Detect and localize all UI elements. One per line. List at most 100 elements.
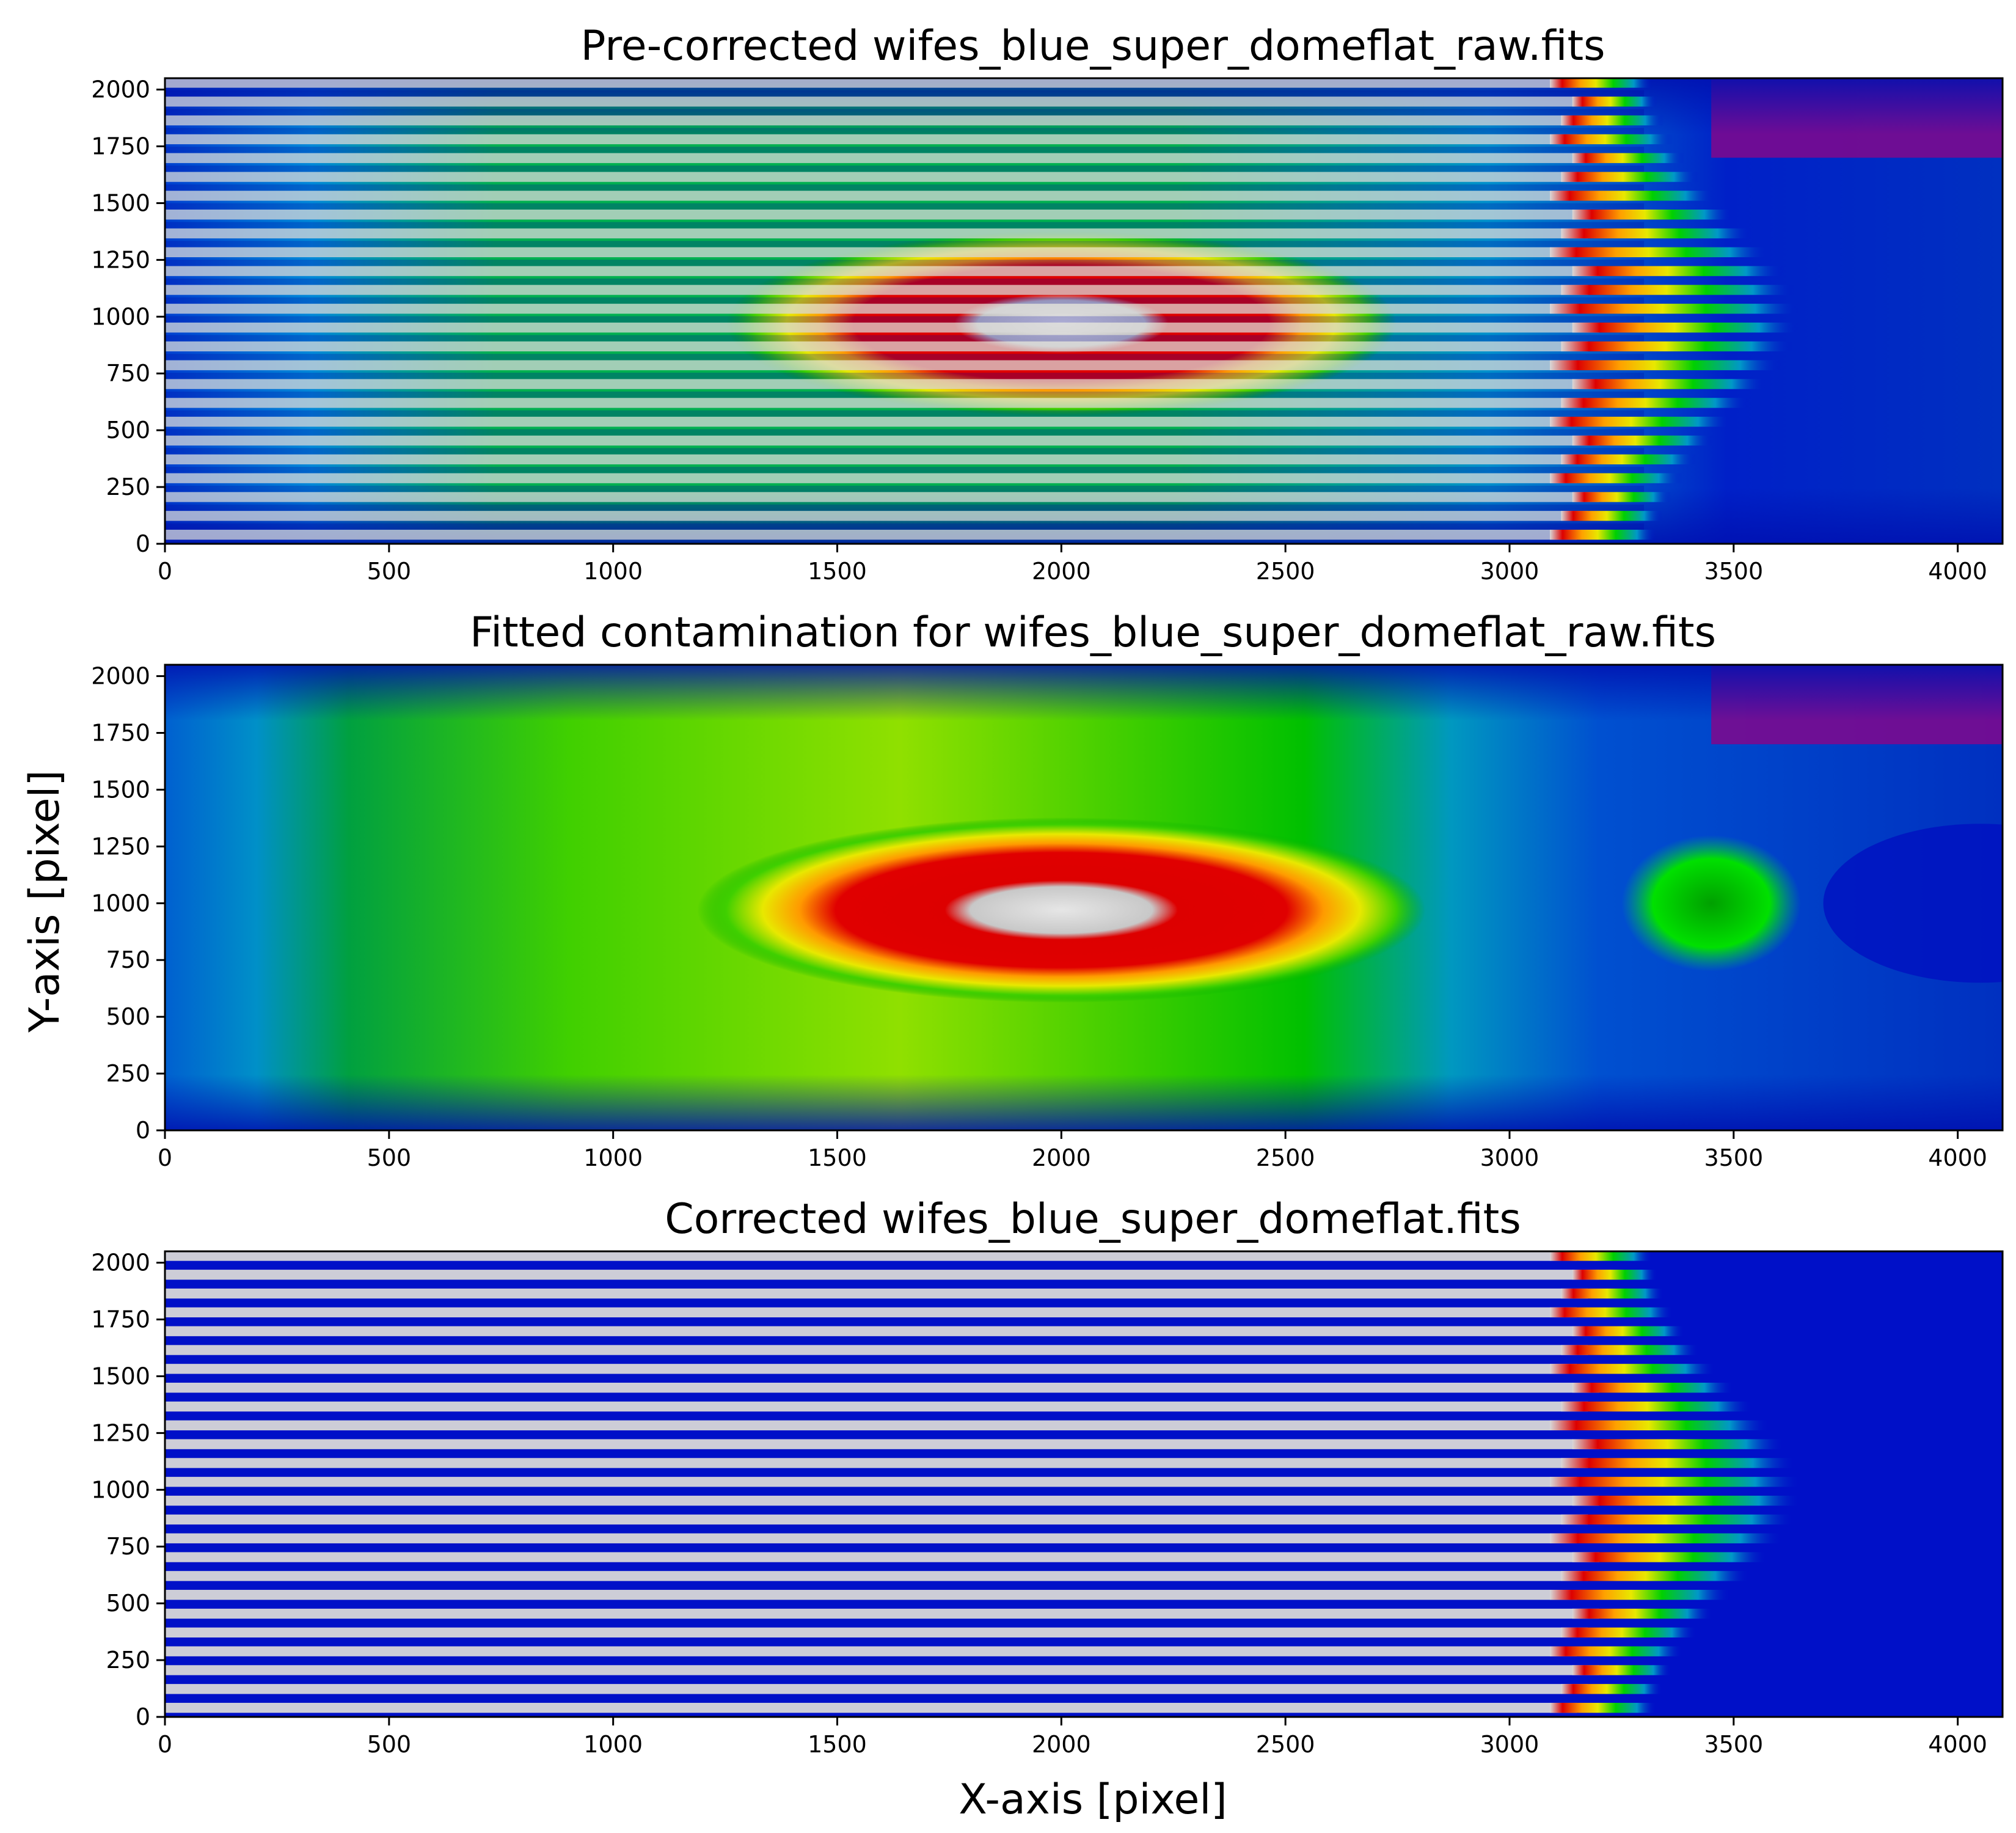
stripe-fringe: [1550, 1646, 1683, 1656]
stripe-fringe: [1572, 492, 1671, 502]
y-tick-label: 1000: [91, 1476, 150, 1503]
stripe-fringe: [1550, 304, 1800, 314]
y-tick-label: 250: [106, 1060, 150, 1087]
stripe-fringe: [1550, 78, 1653, 88]
stripe-gap: [165, 203, 1645, 210]
y-tick-label: 500: [106, 417, 150, 444]
slitlet-stripe: [165, 1646, 1577, 1656]
x-tick-label: 1000: [583, 558, 643, 585]
stripe-gap: [165, 523, 1645, 530]
stripe-gap: [165, 391, 1645, 398]
x-tick-label: 2000: [1032, 558, 1091, 585]
x-tick-label: 3000: [1480, 1144, 1539, 1171]
stripe-gap: [165, 222, 1645, 229]
stripe-gap: [165, 504, 1645, 511]
y-tick-label: 500: [106, 1003, 150, 1030]
stripe-fringe: [1561, 1514, 1794, 1525]
stripe-fringe: [1550, 1364, 1715, 1374]
stripe-fringe: [1561, 454, 1696, 465]
x-tick-label: 3500: [1704, 558, 1763, 585]
y-tick-label: 2000: [91, 1249, 150, 1276]
stripe-fringe: [1550, 1477, 1800, 1487]
x-tick-label: 0: [158, 1144, 172, 1171]
x-axis-label: X-axis [pixel]: [959, 1776, 1227, 1824]
y-tick-label: 2000: [91, 663, 150, 690]
x-tick-label: 1000: [583, 1731, 643, 1758]
stripe-gap: [165, 278, 1645, 285]
stripe-fringe: [1561, 1627, 1696, 1638]
y-tick-label: 750: [106, 1533, 150, 1560]
x-tick-label: 1500: [808, 558, 867, 585]
slitlet-stripe: [165, 1495, 1599, 1506]
stripe-fringe: [1550, 1251, 1653, 1261]
stripe-fringe: [1550, 473, 1683, 483]
stripe-fringe: [1550, 529, 1656, 540]
stripe-fringe: [1550, 417, 1731, 427]
stripe-gap: [165, 485, 1645, 492]
stripe-fringe: [1550, 1533, 1783, 1543]
y-tick-label: 1000: [91, 890, 150, 916]
stripe-fringe: [1572, 1552, 1767, 1562]
stripe-fringe: [1572, 435, 1713, 446]
x-tick-label: 500: [367, 1731, 412, 1758]
slitlet-stripe: [165, 115, 1588, 126]
stripe-fringe: [1561, 1345, 1699, 1355]
x-tick-label: 3000: [1480, 558, 1539, 585]
x-tick-label: 1500: [808, 1731, 867, 1758]
slitlet-stripe: [165, 134, 1577, 145]
y-tick-label: 750: [106, 946, 150, 973]
stripe-fringe: [1550, 1590, 1731, 1600]
stripe-gap: [165, 297, 1645, 304]
slitlet-stripe: [165, 1439, 1599, 1449]
slitlet-stripe: [165, 1326, 1599, 1336]
slitlet-stripe: [165, 247, 1577, 257]
slitlet-stripe: [165, 435, 1599, 446]
heatmap-image: [165, 665, 2003, 1130]
y-tick-label: 1750: [91, 133, 150, 160]
slitlet-stripe: [165, 285, 1588, 295]
x-tick-label: 2500: [1256, 558, 1315, 585]
stripe-fringe: [1572, 266, 1784, 276]
x-tick-label: 4000: [1928, 1144, 1987, 1171]
stripe-gap: [165, 241, 1645, 247]
x-tick-label: 2000: [1032, 1144, 1091, 1171]
stripe-fringe: [1550, 360, 1783, 370]
slitlet-stripe: [165, 492, 1599, 502]
y-tick-label: 1250: [91, 246, 150, 273]
slitlet-stripe: [165, 1383, 1599, 1393]
panel-fitted-contamination: 0 500 1000 1500 2000 2500 3000 3500 4000 0 250 500 7…: [91, 663, 2004, 1171]
y-tick-label: 1500: [91, 189, 150, 216]
slitlet-stripe: [165, 1458, 1588, 1468]
slitlet-stripe: [165, 1345, 1588, 1355]
secondary-lobe: [1621, 835, 1801, 971]
stripe-fringe: [1572, 1439, 1784, 1449]
y-tick-label: 750: [106, 360, 150, 387]
stripe-fringe: [1550, 1420, 1770, 1430]
x-tick-label: 1000: [583, 1144, 643, 1171]
stripe-fringe: [1561, 1401, 1752, 1412]
y-tick-label: 1250: [91, 833, 150, 860]
stripe-fringe: [1572, 153, 1685, 163]
y-tick-label: 500: [106, 1590, 150, 1617]
slitlet-stripe: [165, 1364, 1577, 1374]
y-tick-label: 250: [106, 1647, 150, 1674]
panel-corrected: 0 500 1000 1500 2000 2500 3000 3500 4000 0 250 500 7…: [91, 1249, 2004, 1758]
slitlet-stripe: [165, 398, 1588, 408]
y-axis-label: Y-axis [pixel]: [21, 770, 69, 1033]
slitlet-stripe: [165, 266, 1599, 276]
stripe-fringe: [1572, 1326, 1685, 1336]
slitlet-stripe: [165, 1420, 1577, 1430]
slitlet-stripe: [165, 1477, 1577, 1487]
slitlet-stripe: [165, 153, 1599, 163]
x-tick-label: 500: [367, 558, 412, 585]
stripe-fringe: [1572, 97, 1657, 107]
stripe-fringe: [1572, 1495, 1800, 1506]
stripe-fringe: [1550, 1307, 1673, 1318]
hotspot: [697, 817, 1426, 1003]
heatmap-image: [165, 1251, 2003, 1717]
stripe-fringe: [1561, 1684, 1663, 1694]
slitlet-stripe: [165, 417, 1577, 427]
slitlet-stripe: [165, 1552, 1599, 1562]
stripe-gap: [165, 165, 1645, 172]
slitlet-stripe: [165, 1514, 1588, 1525]
